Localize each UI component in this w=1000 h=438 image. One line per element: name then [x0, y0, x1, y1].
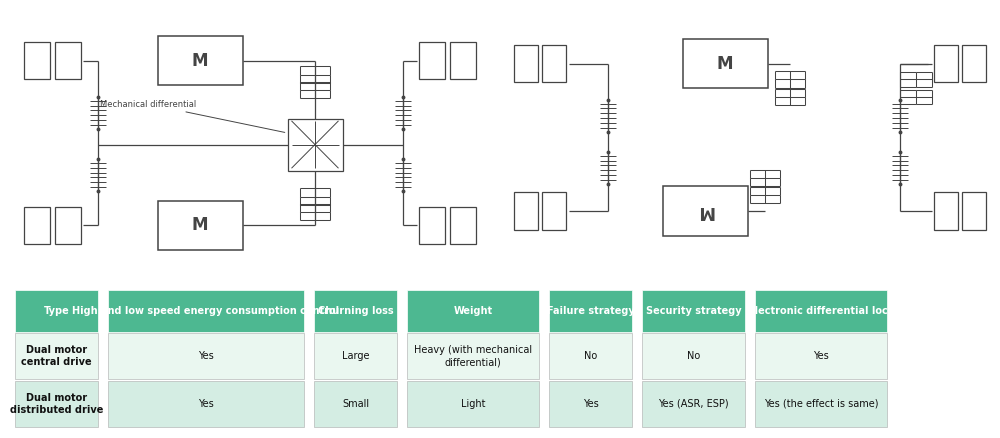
- Text: Dual motor
central drive: Dual motor central drive: [21, 346, 92, 367]
- Bar: [549, 290, 632, 332]
- Text: Yes: Yes: [198, 351, 214, 361]
- Bar: [934, 192, 958, 230]
- Text: High and low speed energy consumption control: High and low speed energy consumption co…: [72, 306, 340, 316]
- Text: M: M: [717, 55, 733, 73]
- Bar: [108, 333, 304, 379]
- Text: Light: Light: [461, 399, 485, 409]
- Text: Type: Type: [44, 306, 69, 316]
- Bar: [158, 36, 242, 85]
- Text: No: No: [687, 351, 700, 361]
- Bar: [642, 333, 745, 379]
- Bar: [450, 207, 476, 244]
- Text: M: M: [192, 216, 208, 234]
- Text: Large: Large: [342, 351, 369, 361]
- Bar: [108, 290, 304, 332]
- Bar: [542, 192, 566, 230]
- Text: Heavy (with mechanical
differential): Heavy (with mechanical differential): [414, 346, 532, 367]
- Bar: [108, 381, 304, 427]
- Bar: [542, 45, 566, 82]
- Bar: [642, 381, 745, 427]
- Bar: [962, 45, 986, 82]
- Bar: [288, 119, 342, 170]
- Text: Mechanical differential: Mechanical differential: [100, 99, 285, 132]
- Bar: [158, 201, 242, 250]
- Bar: [755, 333, 887, 379]
- Text: Yes: Yes: [813, 351, 829, 361]
- Bar: [662, 187, 748, 236]
- Bar: [314, 381, 397, 427]
- Bar: [419, 207, 445, 244]
- Text: Yes: Yes: [583, 399, 599, 409]
- Text: Electronic differential lock: Electronic differential lock: [748, 306, 894, 316]
- Bar: [407, 381, 539, 427]
- Bar: [549, 333, 632, 379]
- Text: Churning loss: Churning loss: [318, 306, 393, 316]
- Bar: [682, 39, 768, 88]
- Text: Small: Small: [342, 399, 369, 409]
- Text: No: No: [584, 351, 597, 361]
- Bar: [514, 192, 538, 230]
- Bar: [314, 290, 397, 332]
- Text: Yes: Yes: [198, 399, 214, 409]
- Bar: [934, 45, 958, 82]
- Bar: [55, 207, 81, 244]
- Bar: [24, 42, 50, 80]
- Bar: [55, 42, 81, 80]
- Bar: [450, 42, 476, 80]
- Text: M: M: [192, 52, 208, 70]
- Text: Failure strategy: Failure strategy: [547, 306, 635, 316]
- Bar: [15, 333, 98, 379]
- Bar: [755, 290, 887, 332]
- Bar: [24, 207, 50, 244]
- Text: Dual motor
distributed drive: Dual motor distributed drive: [10, 393, 103, 415]
- Text: Yes (the effect is same): Yes (the effect is same): [764, 399, 878, 409]
- Bar: [755, 381, 887, 427]
- Bar: [314, 333, 397, 379]
- Bar: [419, 42, 445, 80]
- Text: Yes (ASR, ESP): Yes (ASR, ESP): [658, 399, 729, 409]
- Bar: [407, 290, 539, 332]
- Bar: [407, 333, 539, 379]
- Bar: [15, 381, 98, 427]
- Bar: [962, 192, 986, 230]
- Text: M: M: [697, 202, 713, 220]
- Bar: [642, 290, 745, 332]
- Text: Weight: Weight: [453, 306, 493, 316]
- Bar: [549, 381, 632, 427]
- Bar: [514, 45, 538, 82]
- Bar: [15, 290, 98, 332]
- Text: Security strategy: Security strategy: [646, 306, 741, 316]
